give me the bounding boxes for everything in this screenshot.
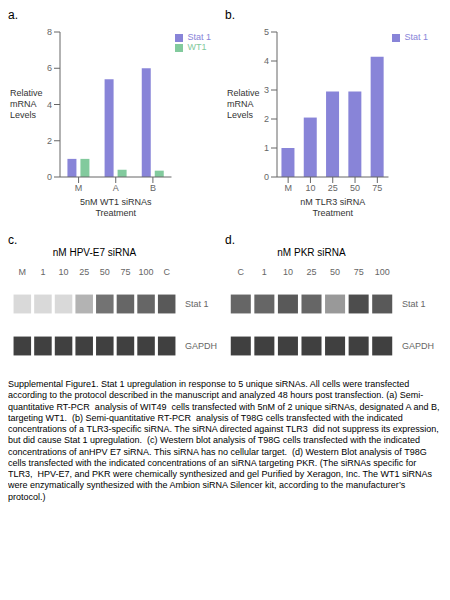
svg-text:8: 8 — [47, 27, 52, 37]
svg-text:50: 50 — [330, 267, 340, 277]
svg-text:75: 75 — [372, 183, 382, 193]
html-text:nM PKR siRNA: nM PKR siRNA — [277, 247, 346, 258]
svg-text:M: M — [284, 183, 292, 193]
svg-text:4: 4 — [264, 56, 269, 66]
svg-text:GAPDH: GAPDH — [185, 341, 217, 351]
svg-text:50: 50 — [350, 183, 360, 193]
svg-text:nM TLR3 siRNATreatment: nM TLR3 siRNATreatment — [300, 197, 365, 218]
html-text:Stat 1: Stat 1 — [187, 32, 211, 42]
svg-text:25: 25 — [306, 267, 316, 277]
svg-text:5nM WT1 siRNAsTreatment: 5nM WT1 siRNAsTreatment — [80, 197, 152, 218]
svg-text:100: 100 — [139, 267, 154, 277]
svg-text:2: 2 — [47, 136, 52, 146]
svg-text:RelativemRNALevels: RelativemRNALevels — [227, 88, 260, 120]
svg-text:GAPDH: GAPDH — [402, 341, 434, 351]
svg-text:100: 100 — [375, 267, 390, 277]
svg-text:10: 10 — [283, 267, 293, 277]
svg-text:C: C — [238, 267, 245, 277]
svg-text:M: M — [75, 183, 83, 193]
svg-text:25: 25 — [328, 183, 338, 193]
html-text:Stat 1: Stat 1 — [404, 32, 428, 42]
svg-text:75: 75 — [120, 267, 130, 277]
svg-text:4: 4 — [47, 100, 52, 110]
svg-text:A: A — [113, 183, 119, 193]
html-text:WT1: WT1 — [187, 42, 207, 52]
svg-text:2: 2 — [264, 114, 269, 124]
svg-text:0: 0 — [47, 172, 52, 182]
svg-text:1: 1 — [262, 267, 267, 277]
svg-text:25: 25 — [79, 267, 89, 277]
html-text:c.: c. — [8, 233, 18, 247]
svg-text:10: 10 — [305, 183, 315, 193]
svg-text:Stat 1: Stat 1 — [402, 299, 426, 309]
html-text:Supplemental Figure1. Stat 1 u: Supplemental Figure1. Stat 1 upregulatio… — [8, 379, 443, 502]
svg-text:RelativemRNALevels: RelativemRNALevels — [10, 88, 43, 120]
svg-text:1: 1 — [264, 143, 269, 153]
svg-text:6: 6 — [47, 63, 52, 73]
svg-text:M: M — [19, 267, 27, 277]
svg-text:50: 50 — [100, 267, 110, 277]
svg-text:10: 10 — [59, 267, 69, 277]
svg-text:C: C — [163, 267, 170, 277]
svg-text:5: 5 — [264, 27, 269, 37]
html-text:a.: a. — [8, 8, 18, 22]
html-text:nM HPV-E7 siRNA: nM HPV-E7 siRNA — [52, 247, 137, 258]
svg-text:75: 75 — [354, 267, 364, 277]
html-text:b.: b. — [225, 8, 235, 22]
svg-text:1: 1 — [40, 267, 45, 277]
svg-text:Stat 1: Stat 1 — [185, 299, 209, 309]
svg-text:3: 3 — [264, 85, 269, 95]
svg-text:B: B — [150, 183, 156, 193]
svg-text:0: 0 — [264, 172, 269, 182]
html-text:d.: d. — [225, 233, 235, 247]
